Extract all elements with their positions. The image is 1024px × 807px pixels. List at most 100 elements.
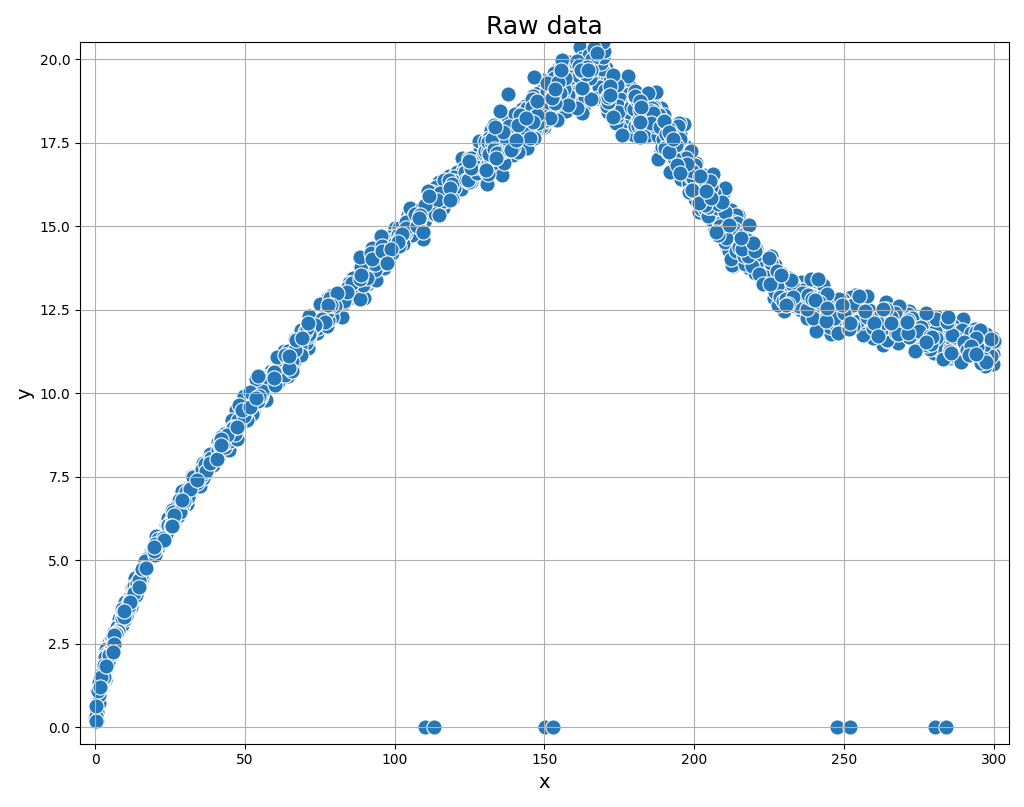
Point xyxy=(783,274,800,286)
Point xyxy=(515,119,531,132)
Point xyxy=(138,552,155,565)
Point xyxy=(92,683,109,696)
Point xyxy=(567,81,584,94)
Point xyxy=(901,331,918,344)
Point xyxy=(281,345,297,358)
Point xyxy=(90,684,106,697)
Point xyxy=(239,399,255,412)
Point xyxy=(443,193,460,206)
Point xyxy=(489,149,506,162)
Point xyxy=(551,94,567,107)
Point xyxy=(101,643,118,656)
Point xyxy=(151,533,167,546)
Point xyxy=(179,485,196,498)
Point xyxy=(692,172,709,185)
Point xyxy=(679,157,695,170)
Point xyxy=(627,102,643,115)
Point xyxy=(254,383,270,395)
Point xyxy=(440,169,457,182)
Point xyxy=(744,259,761,272)
Point xyxy=(479,135,496,148)
Point xyxy=(971,353,987,366)
Point xyxy=(242,400,258,413)
Point xyxy=(807,305,823,318)
Point xyxy=(609,86,626,99)
Point xyxy=(163,516,179,529)
Point xyxy=(744,244,761,257)
Point xyxy=(91,687,108,700)
Point xyxy=(100,656,117,669)
Point xyxy=(122,596,138,608)
Point xyxy=(632,131,648,144)
Point xyxy=(172,502,188,515)
Point xyxy=(89,705,105,718)
Point xyxy=(96,657,113,670)
Point xyxy=(482,123,499,136)
Point xyxy=(679,162,695,175)
Point xyxy=(488,158,505,171)
Point xyxy=(976,339,992,352)
Point xyxy=(401,219,418,232)
Point xyxy=(430,176,446,189)
Point xyxy=(94,684,111,696)
Point xyxy=(504,141,520,154)
Point xyxy=(227,420,244,433)
Point xyxy=(509,119,525,132)
Point xyxy=(522,132,539,144)
Point xyxy=(108,629,124,642)
Point xyxy=(666,152,682,165)
Point xyxy=(563,70,580,83)
Point xyxy=(600,79,616,92)
Point xyxy=(977,356,993,369)
Point xyxy=(696,203,713,216)
Point xyxy=(394,237,411,250)
Point xyxy=(587,56,603,69)
Point xyxy=(475,153,492,166)
Point xyxy=(919,316,935,328)
Point xyxy=(966,339,982,352)
Point xyxy=(247,393,263,406)
Point xyxy=(512,124,528,137)
Point xyxy=(203,448,219,461)
Point xyxy=(631,98,647,111)
Point xyxy=(461,175,477,188)
Point xyxy=(420,184,436,197)
Point xyxy=(109,626,125,639)
Point xyxy=(98,660,115,673)
Point xyxy=(876,307,892,320)
Point xyxy=(596,86,612,99)
Point xyxy=(634,117,650,130)
Point xyxy=(145,545,162,558)
Point xyxy=(723,204,739,217)
Point xyxy=(93,669,110,682)
Point xyxy=(800,289,816,302)
Point xyxy=(92,684,109,696)
Point xyxy=(417,213,433,226)
Point xyxy=(274,359,291,372)
Point xyxy=(101,648,118,661)
Point xyxy=(484,138,501,151)
Point xyxy=(512,117,528,130)
Point xyxy=(437,185,454,198)
Point xyxy=(888,327,904,340)
Point xyxy=(586,69,602,82)
Point xyxy=(338,286,354,299)
Point xyxy=(88,710,104,723)
Point xyxy=(874,339,891,352)
Point xyxy=(484,133,501,146)
Point xyxy=(89,692,105,705)
Point xyxy=(745,257,762,270)
Point xyxy=(352,261,369,274)
Point xyxy=(300,334,316,347)
Point xyxy=(460,174,476,186)
Point xyxy=(472,143,488,156)
Point xyxy=(706,203,722,216)
Point xyxy=(441,194,458,207)
Point xyxy=(664,128,680,140)
Point xyxy=(114,618,130,631)
Point xyxy=(612,105,629,118)
Point xyxy=(463,161,479,174)
Point xyxy=(858,311,874,324)
Point xyxy=(645,103,662,116)
Point xyxy=(672,132,688,145)
